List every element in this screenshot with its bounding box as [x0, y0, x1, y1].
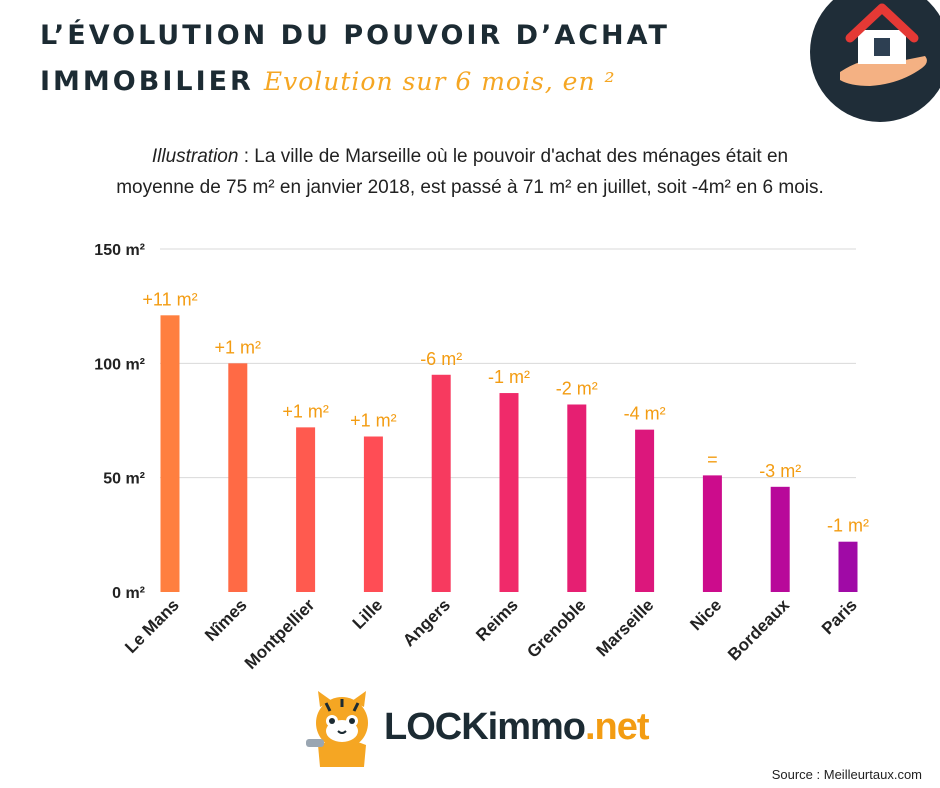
bar — [567, 404, 587, 592]
bar — [499, 393, 519, 592]
source-note: Source : Meilleurtaux.com — [771, 767, 922, 782]
brand-name: LOCKimmo — [384, 706, 586, 748]
bar — [160, 315, 180, 592]
page-title-line-1: L’ÉVOLUTION DU POUVOIR D’ACHAT — [40, 20, 670, 51]
x-tick-label: Grenoble — [523, 595, 589, 661]
y-tick-label: 0 m² — [112, 585, 145, 602]
data-label: -3 m² — [759, 461, 801, 481]
data-label: -2 m² — [556, 378, 598, 398]
data-label: -1 m² — [488, 367, 530, 387]
data-label: +1 m² — [350, 411, 397, 431]
cat-mascot-icon — [304, 689, 380, 769]
bar-chart: 0 m² 50 m² 100 m² 150 m² +11 m² Le Mans +1 m² N… — [94, 242, 869, 673]
bar — [635, 429, 655, 592]
data-label: = — [707, 449, 718, 469]
y-tick-label: 150 m² — [94, 242, 145, 259]
house-in-hand-icon — [810, 0, 940, 122]
data-label: -1 m² — [827, 516, 869, 536]
illustration-line-1: : La ville de Marseille où le pouvoir d'… — [238, 146, 789, 167]
data-label: -4 m² — [624, 404, 666, 424]
x-tick-label: Paris — [818, 595, 861, 638]
x-tick-label: Lille — [349, 595, 386, 632]
bar — [363, 436, 383, 592]
x-tick-label: Nîmes — [201, 595, 251, 645]
bar — [228, 363, 248, 592]
y-tick-label: 50 m² — [103, 471, 145, 488]
bar — [770, 486, 790, 592]
page-title-line-2: IMMOBILIER Evolution sur 6 mois, en ² — [40, 66, 616, 97]
x-tick-label: Reims — [472, 595, 522, 645]
bar — [431, 374, 451, 592]
illustration-text: Illustration : La ville de Marseille où … — [0, 141, 940, 203]
brand-suffix: .net — [585, 706, 650, 748]
page-title-word: IMMOBILIER — [40, 66, 254, 97]
data-label: +1 m² — [282, 401, 329, 421]
x-tick-label: Nice — [686, 595, 725, 634]
data-label: +11 m² — [142, 289, 197, 309]
x-tick-label: Angers — [399, 595, 454, 650]
illustration-lead: Illustration — [151, 146, 239, 167]
x-tick-label: Marseille — [593, 595, 658, 660]
subtitle: Evolution sur 6 mois, en ² — [263, 67, 616, 96]
y-tick-label: 100 m² — [94, 356, 145, 373]
x-tick-label: Le Mans — [121, 595, 183, 657]
data-label: +1 m² — [215, 337, 262, 357]
x-tick-label: Montpellier — [241, 595, 319, 673]
bar — [838, 541, 858, 592]
data-label: -6 m² — [420, 349, 462, 369]
bar — [702, 475, 722, 592]
x-tick-label: Bordeaux — [724, 595, 793, 664]
brand-logo-text: LOCKimmo.net — [384, 706, 650, 749]
illustration-line-2: moyenne de 75 m² en janvier 2018, est pa… — [116, 177, 824, 198]
bar — [296, 427, 316, 592]
